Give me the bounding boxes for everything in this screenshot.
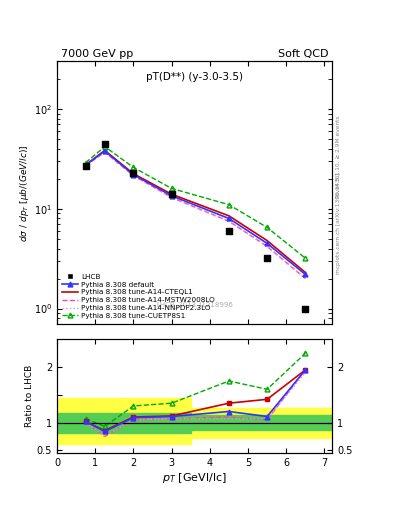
Y-axis label: Ratio to LHCB: Ratio to LHCB [25, 365, 34, 428]
Text: LHCB_2013_I1218996: LHCB_2013_I1218996 [156, 302, 233, 308]
Text: Rivet 3.1.10, ≥ 2.9M events: Rivet 3.1.10, ≥ 2.9M events [336, 116, 341, 198]
Text: pT(D**) (y-3.0-3.5): pT(D**) (y-3.0-3.5) [146, 72, 243, 82]
X-axis label: $p_T\ [\mathrm{GeVl/lc}]$: $p_T\ [\mathrm{GeVl/lc}]$ [162, 471, 227, 485]
Point [302, 305, 309, 313]
Point [130, 168, 136, 177]
Point [102, 140, 108, 148]
Text: Soft QCD: Soft QCD [278, 49, 328, 59]
Point [83, 162, 89, 170]
Legend: LHCB, Pythia 8.308 default, Pythia 8.308 tune-A14-CTEQL1, Pythia 8.308 tune-A14-: LHCB, Pythia 8.308 default, Pythia 8.308… [61, 272, 216, 321]
Text: mcplots.cern.ch [arXiv:1306.3436]: mcplots.cern.ch [arXiv:1306.3436] [336, 173, 341, 274]
Point [264, 254, 270, 262]
Point [169, 190, 175, 198]
Text: 7000 GeV pp: 7000 GeV pp [61, 49, 133, 59]
Point [226, 227, 232, 235]
Y-axis label: $d\sigma\ /\ dp_T\ [\mu b/(GeV/lc)]$: $d\sigma\ /\ dp_T\ [\mu b/(GeV/lc)]$ [18, 144, 31, 242]
